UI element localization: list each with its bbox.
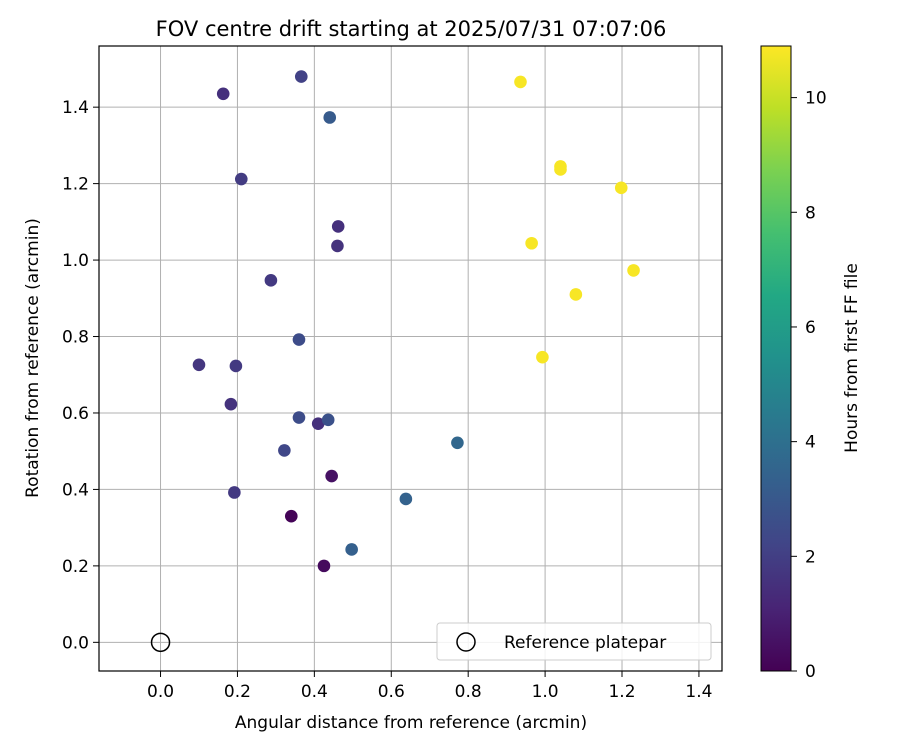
colorbar-tick-label: 4 — [805, 433, 816, 453]
plot-area-frame — [98, 45, 723, 672]
reference-platepar-marker — [150, 632, 171, 653]
data-point — [525, 236, 538, 250]
x-tick-label: 1.2 — [608, 682, 635, 702]
data-point — [317, 559, 331, 573]
reference-marker-layer — [150, 632, 171, 653]
data-point — [278, 444, 291, 457]
x-tick-label: 0.6 — [378, 682, 405, 702]
data-point — [284, 509, 298, 523]
data-point — [451, 436, 464, 450]
x-tick-label: 0.0 — [147, 682, 174, 702]
legend-marker — [456, 632, 476, 652]
gridlines — [99, 46, 722, 671]
x-tick-label: 0.8 — [455, 682, 482, 702]
x-tick-label: 0.4 — [301, 682, 328, 702]
colorbar-label: Hours from first FF file — [842, 263, 862, 453]
y-tick-label: 0.2 — [62, 557, 89, 577]
data-point — [224, 397, 238, 411]
y-tick-label: 1.0 — [62, 251, 89, 271]
colorbar: 0 2 4 6 8 10 Hours from first FF file — [760, 45, 862, 682]
x-tick-label: 1.4 — [685, 682, 712, 702]
data-point — [331, 239, 344, 253]
data-point — [192, 358, 206, 372]
data-point — [216, 87, 230, 101]
colorbar-tick-label: 8 — [805, 203, 816, 223]
data-point — [311, 417, 325, 430]
legend-label: Reference platepar — [504, 633, 666, 653]
data-point — [627, 264, 640, 277]
x-axis-label: Angular distance from reference (arcmin) — [235, 713, 587, 733]
data-point — [264, 274, 278, 287]
legend-box — [436, 622, 712, 661]
x-axis-ticks: 0.0 0.2 0.4 0.6 0.8 1.0 1.2 1.4 — [147, 671, 712, 702]
y-tick-label: 0.0 — [62, 633, 89, 653]
colorbar-tick-label: 10 — [805, 89, 827, 109]
data-point — [554, 163, 567, 176]
colorbar-tick-label: 6 — [805, 318, 816, 338]
chart-title: FOV centre drift starting at 2025/07/31 … — [156, 17, 667, 41]
data-point — [614, 181, 628, 195]
data-point — [345, 543, 358, 556]
colorbar-gradient — [760, 45, 792, 672]
data-point — [569, 288, 583, 301]
data-point — [234, 172, 248, 186]
data-point — [514, 75, 527, 89]
data-point — [321, 413, 335, 427]
y-tick-label: 0.4 — [62, 480, 89, 500]
data-point — [536, 350, 549, 364]
data-point — [399, 492, 413, 506]
data-point — [229, 359, 243, 373]
y-tick-label: 1.2 — [62, 175, 89, 195]
colorbar-tick-label: 0 — [805, 662, 816, 682]
data-point — [294, 70, 308, 83]
y-tick-label: 0.8 — [62, 328, 89, 348]
x-tick-label: 1.0 — [532, 682, 559, 702]
colorbar-ticks: 0 2 4 6 8 10 — [791, 89, 827, 682]
data-point — [331, 220, 345, 233]
y-tick-label: 0.6 — [62, 404, 89, 424]
y-axis-ticks: 0.0 0.2 0.4 0.6 0.8 1.0 1.2 1.4 — [62, 98, 99, 653]
data-point — [325, 469, 338, 483]
colorbar-tick-label: 2 — [805, 547, 816, 567]
data-point — [292, 333, 306, 346]
y-axis-label: Rotation from reference (arcmin) — [23, 218, 43, 498]
legend: Reference platepar — [436, 622, 712, 661]
data-point — [292, 411, 306, 424]
y-tick-label: 1.4 — [62, 98, 89, 118]
data-points — [192, 70, 640, 573]
data-point — [228, 486, 241, 499]
x-tick-label: 0.2 — [224, 682, 251, 702]
data-point — [323, 111, 337, 124]
